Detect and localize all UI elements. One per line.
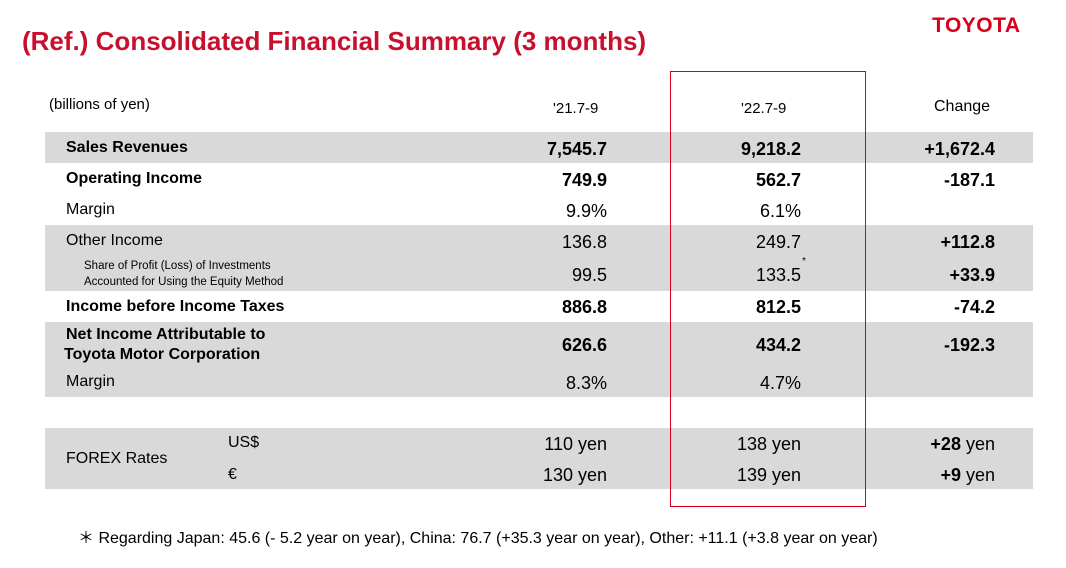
row-label-net-income-line2: Toyota Motor Corporation <box>64 346 261 363</box>
row-label-net-margin: Margin <box>66 373 115 390</box>
net-margin-curr: 4.7% <box>759 373 801 393</box>
footnote-marker: * <box>802 256 806 267</box>
other-income-curr: 249.7 <box>755 232 801 252</box>
row-label-equity-line1: Share of Profit (Loss) of Investments <box>84 260 271 272</box>
row-band-net-income <box>45 322 1033 397</box>
forex-usd-change-num: +28 <box>930 434 961 454</box>
forex-eur-change-unit: yen <box>960 465 995 485</box>
row-label-pretax: Income before Income Taxes <box>66 298 285 315</box>
pretax-curr: 812.5 <box>755 297 801 317</box>
equity-prev: 99.5 <box>571 265 607 285</box>
row-label-operating-income: Operating Income <box>66 170 203 187</box>
row-label-op-margin: Margin <box>66 201 115 218</box>
other-income-prev: 136.8 <box>561 232 607 252</box>
column-header-prev: '21.7-9 <box>553 100 599 117</box>
column-header-curr: '22.7-9 <box>741 100 787 117</box>
equity-curr: 133.5 <box>755 265 801 285</box>
forex-usd-curr: 138 yen <box>736 434 801 454</box>
sales-curr: 9,218.2 <box>740 139 801 159</box>
row-band-sales <box>45 132 1033 163</box>
op-margin-curr: 6.1% <box>759 201 801 221</box>
forex-eur-prev: 130 yen <box>542 465 607 485</box>
row-label-forex: FOREX Rates <box>66 450 168 467</box>
row-label-net-income-line1: Net Income Attributable to <box>66 326 266 343</box>
row-label-other-income: Other Income <box>66 232 163 249</box>
op-income-change: -187.1 <box>943 170 995 190</box>
forex-usd-change: +28 yen <box>855 434 995 455</box>
column-header-change: Change <box>934 98 991 115</box>
equity-change: +33.9 <box>949 265 995 285</box>
net-income-curr: 434.2 <box>755 335 801 355</box>
forex-usd-change-unit: yen <box>960 434 995 454</box>
forex-eur-label: € <box>228 466 237 483</box>
sales-prev: 7,545.7 <box>546 139 607 159</box>
row-band-forex <box>45 428 1033 489</box>
unit-label: (billions of yen) <box>49 96 150 113</box>
op-margin-prev: 9.9% <box>565 201 607 221</box>
forex-eur-change: +9 yen <box>855 465 995 486</box>
row-label-equity-line2: Accounted for Using the Equity Method <box>84 276 284 288</box>
op-income-curr: 562.7 <box>755 170 801 190</box>
toyota-logo: TOYOTA <box>932 14 1021 37</box>
forex-usd-prev: 110 yen <box>544 434 607 454</box>
footnote: ＊ Regarding Japan: 45.6 (- 5.2 year on y… <box>78 530 878 547</box>
forex-eur-change-num: +9 <box>940 465 961 485</box>
net-income-change: -192.3 <box>943 335 995 355</box>
row-band-other-income <box>45 225 1033 291</box>
op-income-prev: 749.9 <box>561 170 607 190</box>
net-margin-prev: 8.3% <box>565 373 607 393</box>
page-title: (Ref.) Consolidated Financial Summary (3… <box>22 26 647 56</box>
pretax-change: -74.2 <box>953 297 995 317</box>
forex-usd-label: US$ <box>228 434 260 451</box>
other-income-change: +112.8 <box>940 232 995 252</box>
row-label-sales: Sales Revenues <box>66 139 188 156</box>
pretax-prev: 886.8 <box>561 297 607 317</box>
forex-eur-curr: 139 yen <box>736 465 801 485</box>
net-income-prev: 626.6 <box>561 335 607 355</box>
current-period-highlight-box <box>670 71 866 507</box>
sales-change: +1,672.4 <box>924 139 995 159</box>
